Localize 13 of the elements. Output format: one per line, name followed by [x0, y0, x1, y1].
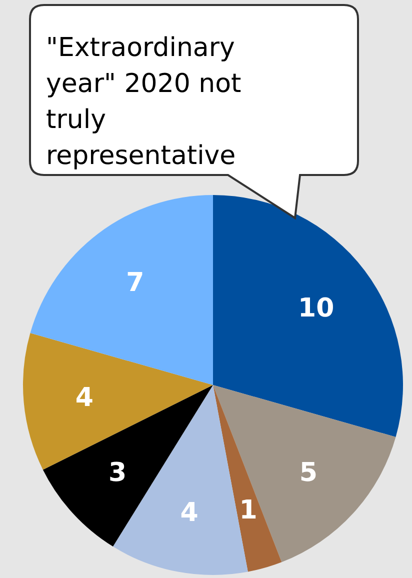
pie-slice: [42, 385, 213, 547]
data-label: 4: [180, 498, 198, 528]
data-label: 10: [298, 293, 334, 324]
pie-slice: [213, 195, 403, 437]
data-label: 1: [239, 495, 258, 526]
text: "Extraordinary year" 2020 not truly representative: [46, 33, 242, 171]
data-label: 3: [108, 458, 127, 488]
data-label: 7: [126, 268, 144, 298]
data-label: 4: [75, 383, 94, 414]
data-label: 5: [299, 458, 318, 488]
pie-slice: [213, 385, 282, 572]
pie-slice: [30, 195, 213, 385]
pie-slice: [213, 385, 396, 562]
